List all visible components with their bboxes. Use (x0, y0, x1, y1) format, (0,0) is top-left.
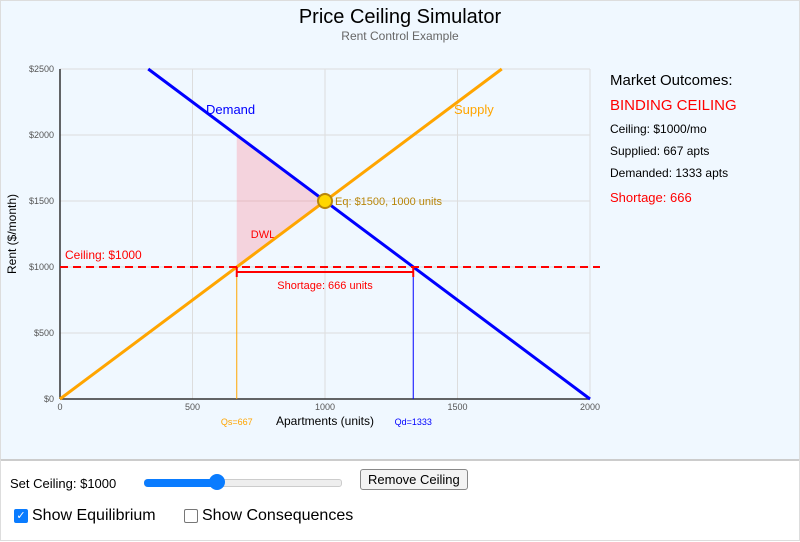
show-equilibrium-label: Show Equilibrium (32, 507, 156, 524)
checkbox-unchecked-icon[interactable] (184, 509, 198, 523)
shortage-value: Shortage: 666 (610, 190, 692, 205)
outcomes-heading: Market Outcomes: (610, 72, 733, 89)
show-consequences-checkbox[interactable]: Show Consequences (184, 507, 353, 525)
ceiling-label: Ceiling: $1000 (65, 248, 142, 262)
slider-thumb[interactable] (209, 474, 226, 490)
y-tick-label: $2500 (29, 64, 54, 74)
ceiling-slider[interactable] (142, 474, 342, 490)
status-badge: BINDING CEILING (610, 97, 737, 114)
y-tick-label: $1000 (29, 262, 54, 272)
qd-label: Qd=1333 (395, 417, 432, 427)
checkbox-checked-icon[interactable]: ✓ (14, 509, 28, 523)
supply-line (59, 67, 503, 401)
dwl-area (236, 135, 325, 267)
x-tick-label: 500 (185, 402, 200, 412)
market-outcomes: Market Outcomes: BINDING CEILING Ceiling… (610, 72, 737, 205)
y-tick-label: $1500 (29, 196, 54, 206)
equilibrium-label: Eq: $1500, 1000 units (335, 196, 443, 208)
y-tick-label: $2000 (29, 130, 54, 140)
y-tick-label: $500 (34, 328, 54, 338)
page-title: Price Ceiling Simulator (298, 6, 502, 28)
show-consequences-label: Show Consequences (202, 507, 354, 524)
simulator-panel (0, 0, 800, 461)
demand-line (147, 67, 591, 401)
remove-ceiling-button[interactable]: Remove Ceiling (360, 469, 468, 490)
demanded-value: Demanded: 1333 apts (610, 166, 729, 180)
ceiling-value: Ceiling: $1000/mo (610, 122, 707, 136)
equilibrium-point (317, 193, 333, 209)
shortage-label: Shortage: 666 units (277, 280, 373, 292)
x-tick-label: 2000 (580, 402, 600, 412)
x-axis-label: Apartments (units) (276, 414, 374, 428)
ceiling-label: Set Ceiling: $1000 (10, 476, 117, 491)
y-axis-label: Rent ($/month) (5, 194, 19, 274)
chart: 0 500 1000 1500 2000 $0 $500 $1000 $1500 $2000 $25… (5, 64, 600, 428)
dwl-label: DWL (251, 229, 275, 241)
demand-label: Demand (206, 102, 255, 117)
supplied-value: Supplied: 667 apts (610, 144, 710, 158)
x-tick-label: 1000 (315, 402, 335, 412)
show-equilibrium-checkbox[interactable]: ✓ Show Equilibrium (14, 507, 156, 525)
supply-label: Supply (454, 102, 494, 117)
x-tick-label: 1500 (447, 402, 467, 412)
x-tick-label: 0 (57, 402, 62, 412)
page-subtitle: Rent Control Example (341, 29, 459, 43)
y-tick-label: $0 (44, 394, 54, 404)
qs-label: Qs=667 (221, 417, 253, 427)
